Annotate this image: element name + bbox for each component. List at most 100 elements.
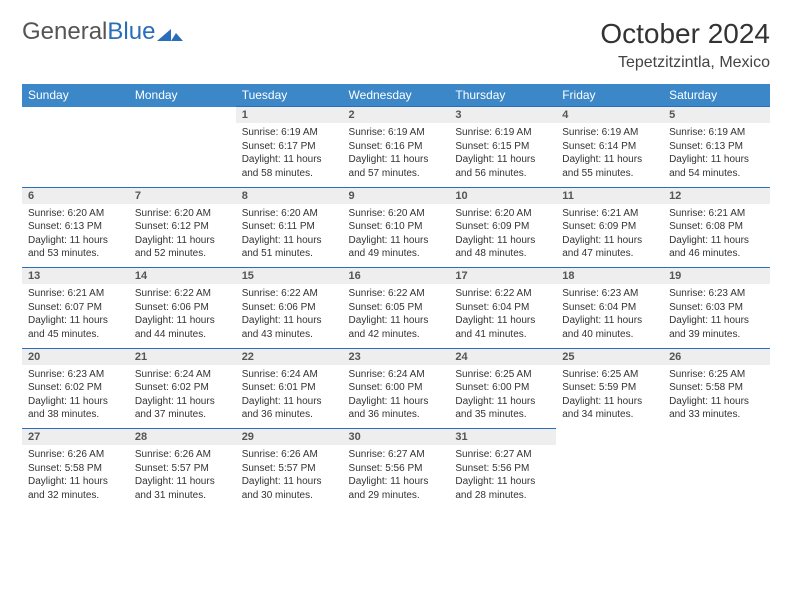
title-block: October 2024 Tepetzitzintla, Mexico: [600, 18, 770, 72]
location: Tepetzitzintla, Mexico: [600, 54, 770, 72]
header-row: GeneralBlue October 2024 Tepetzitzintla,…: [22, 18, 770, 72]
daylight-text: Daylight: 11 hours and 55 minutes.: [562, 153, 657, 180]
daylight-text: Daylight: 11 hours and 51 minutes.: [242, 234, 337, 261]
day-number: 7: [129, 187, 236, 204]
empty-cell: [22, 123, 129, 187]
empty-cell: [129, 107, 236, 124]
day-number: 26: [663, 348, 770, 365]
logo-text-2: Blue: [107, 18, 155, 46]
daylight-text: Daylight: 11 hours and 58 minutes.: [242, 153, 337, 180]
day-cell: Sunrise: 6:20 AMSunset: 6:10 PMDaylight:…: [343, 204, 450, 268]
weekday-header: Monday: [129, 84, 236, 107]
weekday-header: Friday: [556, 84, 663, 107]
sunrise-text: Sunrise: 6:24 AM: [242, 368, 337, 382]
daylight-text: Daylight: 11 hours and 44 minutes.: [135, 314, 230, 341]
sunset-text: Sunset: 6:02 PM: [135, 381, 230, 395]
sunset-text: Sunset: 6:06 PM: [242, 301, 337, 315]
daylight-text: Daylight: 11 hours and 45 minutes.: [28, 314, 123, 341]
day-number: 4: [556, 107, 663, 124]
day-number: 28: [129, 429, 236, 446]
daylight-text: Daylight: 11 hours and 57 minutes.: [349, 153, 444, 180]
daylight-text: Daylight: 11 hours and 40 minutes.: [562, 314, 657, 341]
sunset-text: Sunset: 6:13 PM: [28, 220, 123, 234]
month-title: October 2024: [600, 18, 770, 50]
day-cell: Sunrise: 6:23 AMSunset: 6:03 PMDaylight:…: [663, 284, 770, 348]
sunrise-text: Sunrise: 6:19 AM: [669, 126, 764, 140]
sunrise-text: Sunrise: 6:21 AM: [669, 207, 764, 221]
daylight-text: Daylight: 11 hours and 56 minutes.: [455, 153, 550, 180]
sunrise-text: Sunrise: 6:20 AM: [242, 207, 337, 221]
sunset-text: Sunset: 6:11 PM: [242, 220, 337, 234]
day-number: 22: [236, 348, 343, 365]
sunrise-text: Sunrise: 6:25 AM: [669, 368, 764, 382]
daylight-text: Daylight: 11 hours and 46 minutes.: [669, 234, 764, 261]
sunset-text: Sunset: 6:03 PM: [669, 301, 764, 315]
daylight-text: Daylight: 11 hours and 39 minutes.: [669, 314, 764, 341]
sunset-text: Sunset: 6:12 PM: [135, 220, 230, 234]
daylight-text: Daylight: 11 hours and 43 minutes.: [242, 314, 337, 341]
sunrise-text: Sunrise: 6:23 AM: [562, 287, 657, 301]
day-cell: Sunrise: 6:20 AMSunset: 6:12 PMDaylight:…: [129, 204, 236, 268]
day-number: 31: [449, 429, 556, 446]
empty-cell: [663, 429, 770, 446]
daylight-text: Daylight: 11 hours and 42 minutes.: [349, 314, 444, 341]
sunrise-text: Sunrise: 6:25 AM: [455, 368, 550, 382]
sunset-text: Sunset: 6:04 PM: [562, 301, 657, 315]
day-number: 29: [236, 429, 343, 446]
day-number: 13: [22, 268, 129, 285]
sunrise-text: Sunrise: 6:21 AM: [28, 287, 123, 301]
sunset-text: Sunset: 5:57 PM: [242, 462, 337, 476]
daylight-text: Daylight: 11 hours and 35 minutes.: [455, 395, 550, 422]
sunset-text: Sunset: 6:08 PM: [669, 220, 764, 234]
daylight-text: Daylight: 11 hours and 34 minutes.: [562, 395, 657, 422]
day-cell: Sunrise: 6:19 AMSunset: 6:17 PMDaylight:…: [236, 123, 343, 187]
day-cell: Sunrise: 6:23 AMSunset: 6:02 PMDaylight:…: [22, 365, 129, 429]
sunset-text: Sunset: 6:00 PM: [455, 381, 550, 395]
day-cell: Sunrise: 6:26 AMSunset: 5:57 PMDaylight:…: [236, 445, 343, 509]
day-cell: Sunrise: 6:24 AMSunset: 6:00 PMDaylight:…: [343, 365, 450, 429]
daylight-text: Daylight: 11 hours and 31 minutes.: [135, 475, 230, 502]
sunrise-text: Sunrise: 6:20 AM: [455, 207, 550, 221]
daylight-text: Daylight: 11 hours and 53 minutes.: [28, 234, 123, 261]
day-cell: Sunrise: 6:24 AMSunset: 6:02 PMDaylight:…: [129, 365, 236, 429]
sunset-text: Sunset: 5:56 PM: [349, 462, 444, 476]
sunrise-text: Sunrise: 6:27 AM: [349, 448, 444, 462]
sunrise-text: Sunrise: 6:26 AM: [242, 448, 337, 462]
day-number: 17: [449, 268, 556, 285]
daylight-text: Daylight: 11 hours and 29 minutes.: [349, 475, 444, 502]
day-cell: Sunrise: 6:23 AMSunset: 6:04 PMDaylight:…: [556, 284, 663, 348]
daylight-text: Daylight: 11 hours and 49 minutes.: [349, 234, 444, 261]
sunset-text: Sunset: 6:02 PM: [28, 381, 123, 395]
sunset-text: Sunset: 6:15 PM: [455, 140, 550, 154]
sunset-text: Sunset: 5:57 PM: [135, 462, 230, 476]
day-number: 23: [343, 348, 450, 365]
day-cell: Sunrise: 6:20 AMSunset: 6:13 PMDaylight:…: [22, 204, 129, 268]
sunrise-text: Sunrise: 6:22 AM: [242, 287, 337, 301]
empty-cell: [556, 429, 663, 446]
day-cell: Sunrise: 6:21 AMSunset: 6:07 PMDaylight:…: [22, 284, 129, 348]
day-body-row: Sunrise: 6:21 AMSunset: 6:07 PMDaylight:…: [22, 284, 770, 348]
sunrise-text: Sunrise: 6:24 AM: [349, 368, 444, 382]
weekday-header: Thursday: [449, 84, 556, 107]
daylight-text: Daylight: 11 hours and 33 minutes.: [669, 395, 764, 422]
day-number: 30: [343, 429, 450, 446]
day-cell: Sunrise: 6:26 AMSunset: 5:57 PMDaylight:…: [129, 445, 236, 509]
weekday-header: Sunday: [22, 84, 129, 107]
day-cell: Sunrise: 6:21 AMSunset: 6:08 PMDaylight:…: [663, 204, 770, 268]
day-number: 11: [556, 187, 663, 204]
day-number: 10: [449, 187, 556, 204]
day-cell: Sunrise: 6:20 AMSunset: 6:09 PMDaylight:…: [449, 204, 556, 268]
day-number: 16: [343, 268, 450, 285]
day-number-row: 20212223242526: [22, 348, 770, 365]
day-number: 19: [663, 268, 770, 285]
sunrise-text: Sunrise: 6:20 AM: [349, 207, 444, 221]
day-cell: Sunrise: 6:27 AMSunset: 5:56 PMDaylight:…: [343, 445, 450, 509]
day-body-row: Sunrise: 6:20 AMSunset: 6:13 PMDaylight:…: [22, 204, 770, 268]
sunrise-text: Sunrise: 6:21 AM: [562, 207, 657, 221]
sunrise-text: Sunrise: 6:25 AM: [562, 368, 657, 382]
daylight-text: Daylight: 11 hours and 48 minutes.: [455, 234, 550, 261]
sunset-text: Sunset: 5:58 PM: [28, 462, 123, 476]
day-body-row: Sunrise: 6:19 AMSunset: 6:17 PMDaylight:…: [22, 123, 770, 187]
logo-icon: [157, 23, 183, 41]
empty-cell: [22, 107, 129, 124]
